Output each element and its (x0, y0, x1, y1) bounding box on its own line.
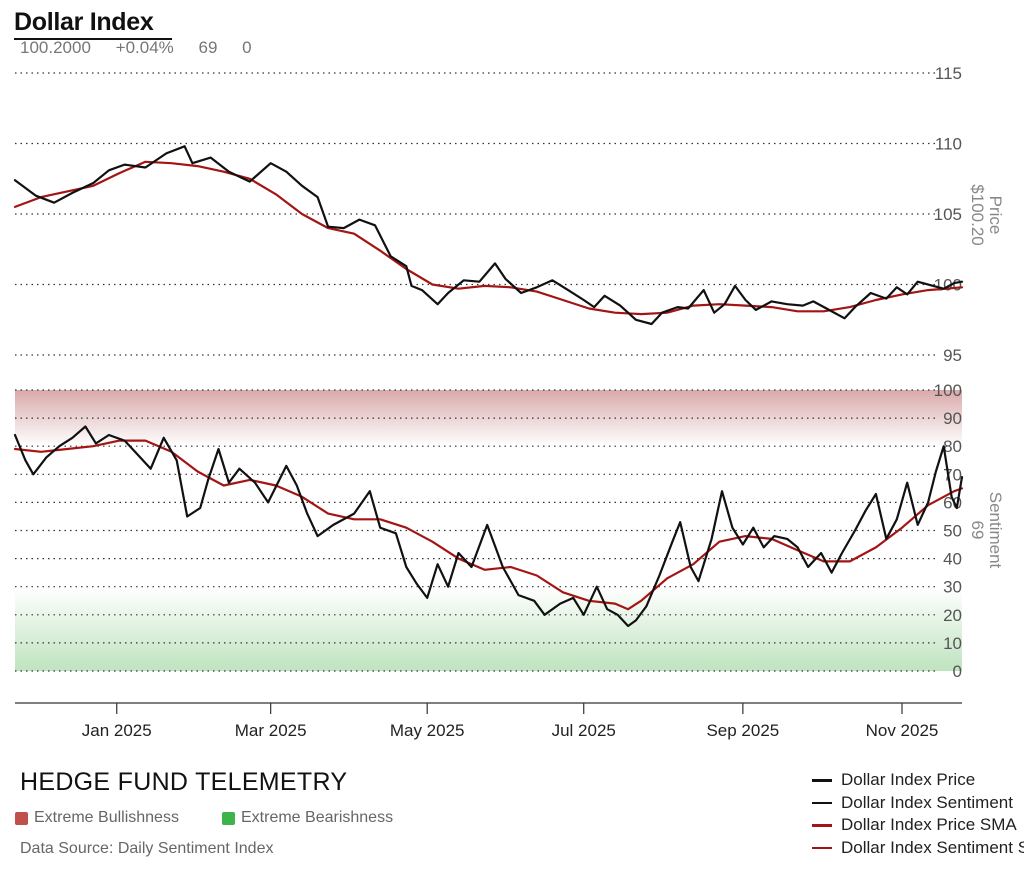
x-axis: Jan 2025 Mar 2025 May 2025 Jul 2025 Sep 2025… (15, 702, 962, 740)
data-source: Data Source: Daily Sentiment Index (20, 840, 274, 857)
sentiment-line (13, 425, 964, 628)
legend-label-price-sma: Dollar Index Price SMA (841, 815, 1017, 835)
sentiment-zones (15, 390, 962, 671)
legend-label-sentiment-sma: Dollar Index Sentiment SMA (841, 837, 1024, 857)
x-tick-label: Jan 2025 (82, 721, 152, 740)
legend-label-price: Dollar Index Price (841, 770, 976, 790)
chart-series (13, 145, 964, 628)
legend-line-price (812, 779, 832, 782)
x-tick-label: Jul 2025 (552, 721, 616, 740)
title-underline (14, 38, 172, 40)
extreme-bearishness-zone (15, 586, 962, 671)
header-stats: 100.2000 +0.04% 69 0 (20, 38, 272, 58)
bearish-label: Extreme Bearishness (241, 809, 394, 826)
sentiment-tick-label: 80 (943, 437, 962, 456)
series-legend: Dollar Index Price Dollar Index Sentimen… (812, 769, 1024, 859)
sentiment-tick-label: 70 (943, 465, 962, 484)
bullish-swatch (15, 811, 28, 825)
sentiment-value: 69 (198, 38, 218, 57)
chart-title: Dollar Index (14, 8, 154, 36)
price-tick-label: 95 (943, 346, 962, 365)
price-tick-label: 115 (935, 64, 962, 83)
change-value: 0 (242, 38, 252, 57)
bearish-swatch (222, 811, 235, 825)
price-tick-label: 100 (934, 276, 962, 295)
legend-line-sentiment (812, 801, 832, 804)
legend-item-price-sma[interactable]: Dollar Index Price SMA (812, 814, 1024, 837)
price-tick-label: 105 (934, 205, 962, 224)
last-price: 100.2000 (20, 38, 91, 57)
legend-line-price-sma (812, 824, 832, 827)
sentiment-tick-label: 10 (943, 634, 962, 653)
change-percent: +0.04% (115, 38, 174, 57)
price-axis-label: Price$100.20 (968, 184, 1005, 245)
price-tick-label: 110 (935, 135, 962, 154)
sentiment-tick-label: 90 (943, 409, 962, 428)
sentiment-sma-line (13, 439, 964, 611)
legend-label-sentiment: Dollar Index Sentiment (841, 792, 1013, 812)
y-axis-labels: Price$100.20 Sentiment69 (968, 184, 1005, 568)
zone-legend-bullish: Extreme Bullishness (15, 809, 179, 827)
legend-line-sentiment-sma (812, 846, 832, 849)
sentiment-tick-label: 0 (953, 662, 962, 681)
sentiment-tick-label: 40 (943, 550, 962, 569)
legend-item-sentiment-sma[interactable]: Dollar Index Sentiment SMA (812, 837, 1024, 860)
sentiment-tick-label: 20 (943, 606, 962, 625)
sentiment-tick-label: 100 (934, 381, 962, 400)
x-tick-label: Sep 2025 (706, 721, 779, 740)
bullish-label: Extreme Bullishness (34, 809, 179, 826)
zone-legend-bearish: Extreme Bearishness (222, 809, 393, 827)
x-tick-label: May 2025 (390, 721, 465, 740)
x-tick-label: Nov 2025 (866, 721, 939, 740)
price-line (13, 145, 964, 326)
sentiment-tick-label: 50 (943, 522, 962, 541)
sentiment-axis-label: Sentiment69 (968, 492, 1005, 569)
x-tick-label: Mar 2025 (235, 721, 307, 740)
sentiment-tick-label: 30 (943, 578, 962, 597)
legend-item-price[interactable]: Dollar Index Price (812, 769, 1024, 792)
brand-name: HEDGE FUND TELEMETRY (20, 768, 348, 796)
legend-item-sentiment[interactable]: Dollar Index Sentiment (812, 792, 1024, 815)
price-sma-line (13, 160, 964, 316)
